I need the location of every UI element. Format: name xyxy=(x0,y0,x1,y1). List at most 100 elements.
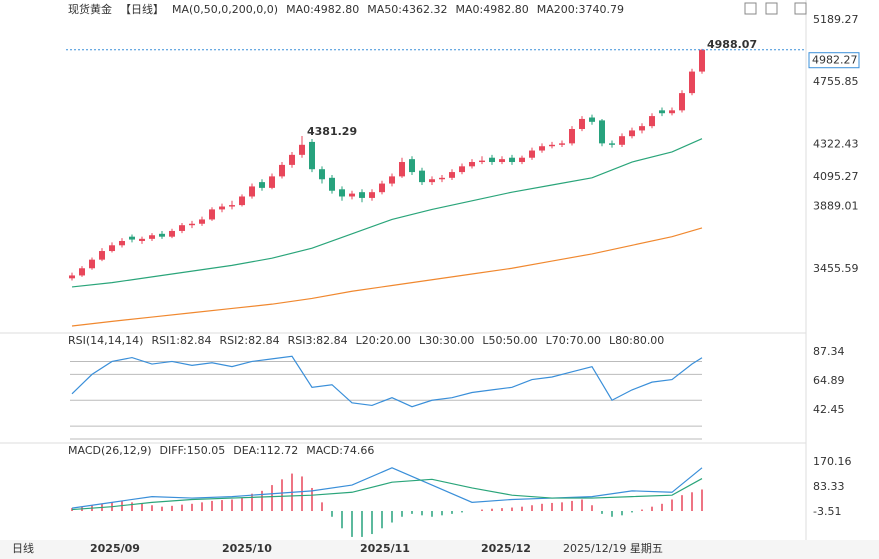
macd-bar xyxy=(401,511,403,517)
candle-body xyxy=(329,177,335,191)
candle-body xyxy=(559,143,565,145)
candle-body xyxy=(649,116,655,127)
period-tab[interactable]: 日线 xyxy=(12,541,34,555)
candle-body xyxy=(439,177,445,180)
y-tick-label: -3.51 xyxy=(813,505,841,518)
macd-bar xyxy=(671,499,673,512)
legend-label: RSI(14,14,14) xyxy=(68,334,143,347)
macd-bar xyxy=(641,509,643,512)
legend-label: MA0:4982.80 xyxy=(286,3,359,16)
candle-body xyxy=(99,251,105,260)
candle-body xyxy=(519,157,525,163)
macd-bar xyxy=(251,493,253,512)
macd-bar xyxy=(421,511,423,516)
x-axis-bar xyxy=(0,540,879,559)
candle-body xyxy=(149,235,155,239)
macd-bar xyxy=(661,503,663,512)
candle-body xyxy=(479,160,485,163)
candle-body xyxy=(179,225,185,231)
candle-body xyxy=(139,238,145,241)
macd-bar xyxy=(541,503,543,512)
macd-bar xyxy=(201,502,203,512)
legend-label: L80:80.00 xyxy=(609,334,664,347)
y-tick-label: 83.33 xyxy=(813,480,845,493)
macd-bar xyxy=(571,500,573,512)
candle-body xyxy=(569,129,575,144)
macd-bar xyxy=(451,511,453,514)
candle-body xyxy=(689,71,695,94)
candle-body xyxy=(209,209,215,220)
candle-body xyxy=(619,136,625,145)
candle-body xyxy=(699,49,705,72)
candle-body xyxy=(229,205,235,207)
candle-body xyxy=(539,146,545,151)
macd-bar xyxy=(391,511,393,523)
macd-bar xyxy=(351,511,353,537)
macd-bar xyxy=(631,511,633,513)
candle-body xyxy=(639,126,645,131)
legend-label: 现货黄金 xyxy=(68,2,112,16)
macd-bar xyxy=(271,485,273,512)
candle-body xyxy=(199,219,205,224)
legend-label: L20:20.00 xyxy=(356,334,411,347)
macd-bar xyxy=(441,511,443,516)
macd-bar xyxy=(261,490,263,512)
candle-body xyxy=(369,192,375,198)
candle-body xyxy=(269,176,275,188)
candle-body xyxy=(499,159,505,163)
candle-body xyxy=(459,166,465,173)
macd-bar xyxy=(301,476,303,512)
candle-body xyxy=(629,130,635,137)
macd-bar xyxy=(381,511,383,529)
macd-bar xyxy=(231,499,233,512)
legend-label: L50:50.00 xyxy=(482,334,537,347)
candle-body xyxy=(219,206,225,210)
macd-bar xyxy=(621,511,623,516)
high-annotation: 4988.07 xyxy=(707,38,757,51)
candle-body xyxy=(79,268,85,276)
y-tick-label: 5189.27 xyxy=(813,13,859,26)
macd-bar xyxy=(341,511,343,529)
macd-bar xyxy=(701,489,703,512)
candle-body xyxy=(109,245,115,252)
y-tick-label: 3455.59 xyxy=(813,262,859,275)
legend-label: 【日线】 xyxy=(120,2,164,16)
candle-body xyxy=(679,93,685,111)
candle-body xyxy=(89,259,95,269)
y-tick-label: 64.89 xyxy=(813,374,845,387)
legend-label: MA50:4362.32 xyxy=(367,3,447,16)
candle-body xyxy=(69,275,75,279)
candle-body xyxy=(469,162,475,167)
line-series xyxy=(71,138,703,288)
macd-bar xyxy=(221,500,223,512)
legend-label: RSI2:82.84 xyxy=(220,334,280,347)
candle-body xyxy=(449,172,455,178)
macd-bar xyxy=(581,499,583,512)
x-tick-label: 2025/12/19 星期五 xyxy=(563,542,663,555)
window-button[interactable] xyxy=(765,2,778,15)
legend-label: MA0:4982.80 xyxy=(456,3,529,16)
candle-body xyxy=(119,240,125,246)
macd-bar xyxy=(521,506,523,512)
y-tick-label: 4755.85 xyxy=(813,75,859,88)
macd-bar xyxy=(501,508,503,512)
candle-body xyxy=(659,110,665,114)
macd-bar xyxy=(431,511,433,517)
candle-body xyxy=(589,117,595,122)
candle-body xyxy=(359,192,365,198)
macd-bar xyxy=(181,504,183,512)
candle-body xyxy=(289,154,295,165)
high-annotation: 4381.29 xyxy=(307,125,357,138)
candle-body xyxy=(399,162,405,177)
macd-bar xyxy=(491,508,493,512)
macd-bar xyxy=(591,505,593,512)
macd-bar xyxy=(651,506,653,512)
macd-bar xyxy=(241,498,243,512)
window-button[interactable] xyxy=(794,2,807,15)
candle-body xyxy=(259,182,265,188)
x-tick-label: 2025/10 xyxy=(222,542,272,555)
window-button[interactable] xyxy=(744,2,757,15)
candle-body xyxy=(349,193,355,197)
candle-body xyxy=(339,189,345,197)
